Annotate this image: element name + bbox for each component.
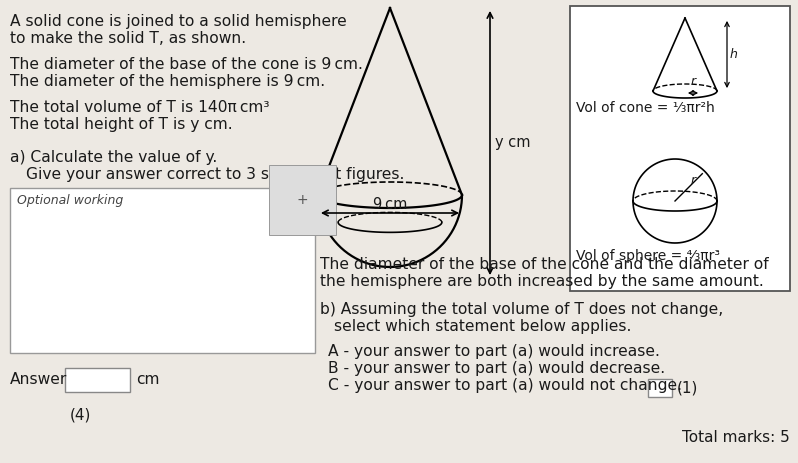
Text: h: h: [730, 48, 738, 61]
Text: Answer: Answer: [10, 373, 67, 388]
Text: B - your answer to part (a) would decrease.: B - your answer to part (a) would decrea…: [328, 361, 665, 376]
Text: a) Calculate the value of y.: a) Calculate the value of y.: [10, 150, 217, 165]
Text: The diameter of the base of the cone and the diameter of: The diameter of the base of the cone and…: [320, 257, 768, 272]
Text: A - your answer to part (a) would increase.: A - your answer to part (a) would increa…: [328, 344, 660, 359]
Text: y cm: y cm: [495, 136, 531, 150]
Text: r: r: [690, 174, 696, 187]
Text: C - your answer to part (a) would not change.: C - your answer to part (a) would not ch…: [328, 378, 682, 393]
Text: Vol of cone = ¹⁄₃πr²h: Vol of cone = ¹⁄₃πr²h: [576, 101, 715, 115]
Text: Vol of sphere = ⁴⁄₃πr³: Vol of sphere = ⁴⁄₃πr³: [576, 249, 720, 263]
Text: Total marks: 5: Total marks: 5: [682, 430, 790, 445]
FancyBboxPatch shape: [65, 368, 130, 392]
Text: select which statement below applies.: select which statement below applies.: [334, 319, 631, 334]
Text: 9 cm: 9 cm: [373, 197, 407, 212]
Text: cm: cm: [136, 373, 160, 388]
Text: r: r: [690, 75, 696, 88]
Text: A solid cone is joined to a solid hemisphere: A solid cone is joined to a solid hemisp…: [10, 14, 347, 29]
Text: (4): (4): [69, 408, 91, 423]
Text: The diameter of the hemisphere is 9 cm.: The diameter of the hemisphere is 9 cm.: [10, 74, 325, 89]
FancyBboxPatch shape: [10, 188, 315, 353]
Text: The total height of T is y cm.: The total height of T is y cm.: [10, 117, 233, 132]
Text: the hemisphere are both increased by the same amount.: the hemisphere are both increased by the…: [320, 274, 764, 289]
Text: Give your answer correct to 3 significant figures.: Give your answer correct to 3 significan…: [26, 167, 405, 182]
Text: +: +: [297, 193, 309, 207]
Text: to make the solid T, as shown.: to make the solid T, as shown.: [10, 31, 246, 46]
FancyBboxPatch shape: [570, 6, 790, 291]
Text: The diameter of the base of the cone is 9 cm.: The diameter of the base of the cone is …: [10, 57, 363, 72]
Text: Optional working: Optional working: [17, 194, 123, 207]
Text: The total volume of T is 140π cm³: The total volume of T is 140π cm³: [10, 100, 270, 115]
Text: (1): (1): [677, 381, 698, 395]
FancyBboxPatch shape: [648, 379, 672, 397]
Text: b) Assuming the total volume of T does not change,: b) Assuming the total volume of T does n…: [320, 302, 723, 317]
